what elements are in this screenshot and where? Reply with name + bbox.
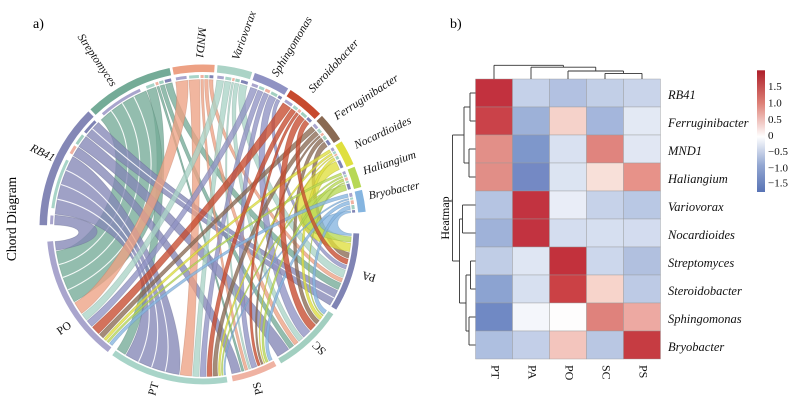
svg-text:1.5: 1.5 — [768, 81, 782, 93]
svg-text:Heatmap: Heatmap — [438, 196, 452, 239]
svg-text:MND1: MND1 — [193, 26, 208, 59]
svg-text:b): b) — [450, 17, 462, 32]
svg-text:PA: PA — [525, 365, 539, 380]
svg-text:PS: PS — [636, 365, 650, 378]
svg-text:Sphingomonas: Sphingomonas — [668, 312, 742, 326]
svg-text:PA: PA — [360, 268, 377, 283]
svg-text:PT: PT — [488, 365, 502, 380]
svg-text:Steroidobacter: Steroidobacter — [668, 284, 742, 298]
svg-text:RB41: RB41 — [667, 88, 696, 102]
svg-text:Variovorax: Variovorax — [668, 200, 724, 214]
svg-text:0: 0 — [768, 130, 774, 142]
svg-text:PT: PT — [146, 381, 161, 397]
svg-text:Streptomyces: Streptomyces — [668, 256, 734, 270]
svg-text:Bryobacter: Bryobacter — [668, 340, 724, 354]
svg-text:Chord Diagram: Chord Diagram — [4, 176, 19, 261]
svg-text:a): a) — [33, 17, 44, 32]
svg-text:0.5: 0.5 — [768, 114, 782, 126]
svg-text:Nocardioides: Nocardioides — [667, 228, 735, 242]
svg-text:−1.0: −1.0 — [768, 163, 788, 175]
svg-text:−1.5: −1.5 — [768, 178, 788, 190]
svg-text:1.0: 1.0 — [768, 98, 782, 110]
svg-text:PS: PS — [251, 381, 266, 396]
svg-text:MND1: MND1 — [667, 144, 702, 158]
svg-text:−0.5: −0.5 — [768, 146, 788, 158]
svg-text:Haliangium: Haliangium — [667, 172, 728, 186]
svg-text:PO: PO — [562, 365, 576, 381]
svg-text:Ferruginibacter: Ferruginibacter — [667, 116, 749, 130]
svg-text:SC: SC — [599, 365, 613, 380]
